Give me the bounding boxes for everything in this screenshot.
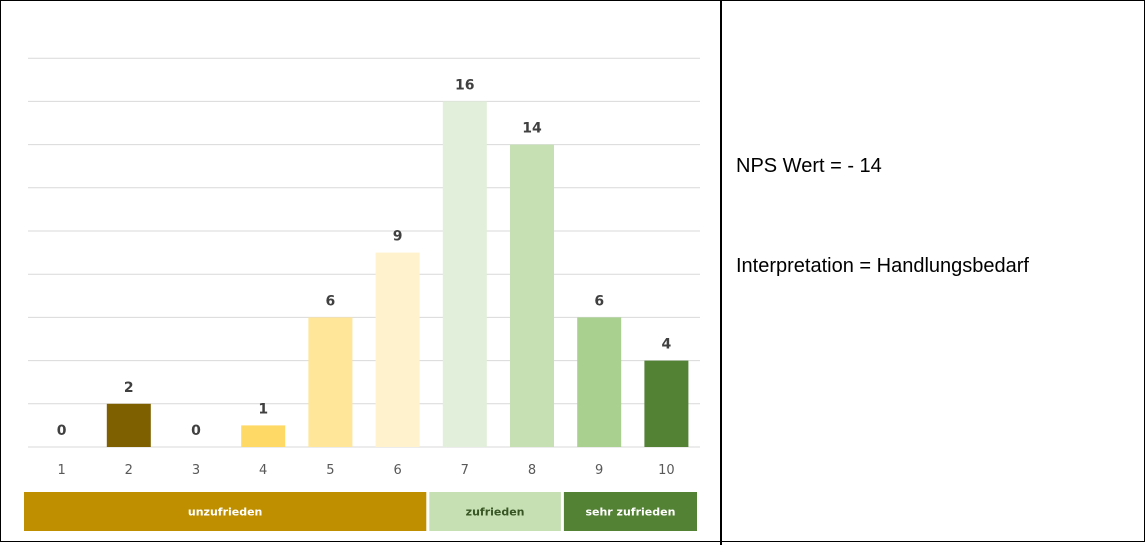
segment-label: sehr zufrieden xyxy=(585,506,675,519)
segment-label: zufrieden xyxy=(466,506,525,519)
bar xyxy=(442,101,487,448)
bar xyxy=(308,317,353,447)
x-tick-label: 8 xyxy=(528,463,536,478)
data-label: 4 xyxy=(662,337,672,353)
data-label: 0 xyxy=(57,423,67,439)
cell-divider xyxy=(720,0,722,545)
x-tick-label: 10 xyxy=(658,463,675,478)
x-tick-label: 2 xyxy=(125,463,133,478)
interpretation: Interpretation = Handlungsbedarf xyxy=(736,255,1029,277)
bar xyxy=(577,317,622,447)
x-tick-label: 5 xyxy=(326,463,334,478)
nps-value: NPS Wert = - 14 xyxy=(736,155,882,177)
segment-band xyxy=(563,492,697,531)
bar xyxy=(644,360,689,447)
x-tick-label: 7 xyxy=(461,463,469,478)
bar xyxy=(106,403,151,447)
x-tick-label: 3 xyxy=(192,463,200,478)
data-label: 6 xyxy=(594,293,604,309)
segment-band xyxy=(429,492,561,531)
data-label: 0 xyxy=(191,423,201,439)
data-label: 9 xyxy=(393,229,403,245)
x-tick-label: 9 xyxy=(595,463,603,478)
bar xyxy=(241,425,286,447)
bar xyxy=(510,144,554,447)
data-label: 1 xyxy=(258,401,268,417)
segment-band xyxy=(24,492,427,531)
bar xyxy=(375,252,420,447)
data-label: 16 xyxy=(455,77,474,93)
x-tick-label: 1 xyxy=(57,463,65,478)
data-label: 6 xyxy=(326,293,336,309)
data-label: 14 xyxy=(522,121,542,137)
x-tick-label: 6 xyxy=(393,463,401,478)
segment-label: unzufrieden xyxy=(188,506,263,519)
x-tick-label: 4 xyxy=(259,463,267,478)
data-label: 2 xyxy=(124,380,134,396)
